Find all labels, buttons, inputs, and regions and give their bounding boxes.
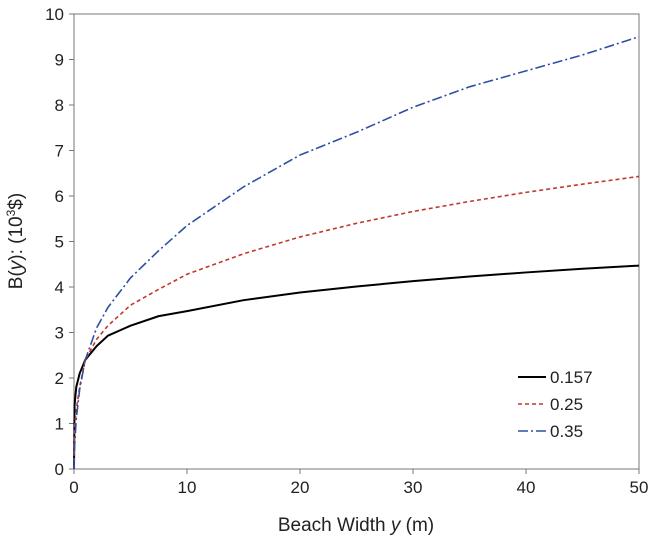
x-axis: 0 10 20 30 40 50	[69, 469, 648, 497]
y-tick-label: 7	[55, 142, 64, 161]
x-tick-label: 20	[291, 478, 310, 497]
y-tick-label: 3	[55, 324, 64, 343]
series-line-0157	[73, 264, 640, 470]
x-axis-title: Beach Width y (m)	[278, 515, 434, 536]
y-tick-label: 6	[55, 187, 64, 206]
legend: 0.157 0.25 0.35	[518, 368, 593, 441]
y-tick-label: 2	[55, 369, 64, 388]
x-tick-label: 10	[178, 478, 197, 497]
legend-label-025: 0.25	[550, 395, 583, 414]
y-tick-label: 10	[45, 5, 64, 24]
y-axis: 0 1 2 3 4 5 6 7 8 9 10	[45, 5, 74, 479]
y-tick-label: 4	[55, 278, 64, 297]
y-tick-label: 9	[55, 51, 64, 70]
x-tick-label: 0	[69, 478, 78, 497]
y-tick-label: 0	[55, 460, 64, 479]
legend-label-035: 0.35	[550, 422, 583, 441]
y-axis-title: B(y): (103$)	[4, 193, 27, 289]
x-tick-label: 30	[404, 478, 423, 497]
series-line-035	[73, 35, 640, 470]
x-tick-label: 40	[517, 478, 536, 497]
series-layer	[73, 35, 640, 470]
x-tick-label: 50	[630, 478, 649, 497]
y-tick-label: 8	[55, 96, 64, 115]
y-tick-label: 5	[55, 233, 64, 252]
legend-label-0157: 0.157	[550, 368, 593, 387]
y-tick-label: 1	[55, 415, 64, 434]
